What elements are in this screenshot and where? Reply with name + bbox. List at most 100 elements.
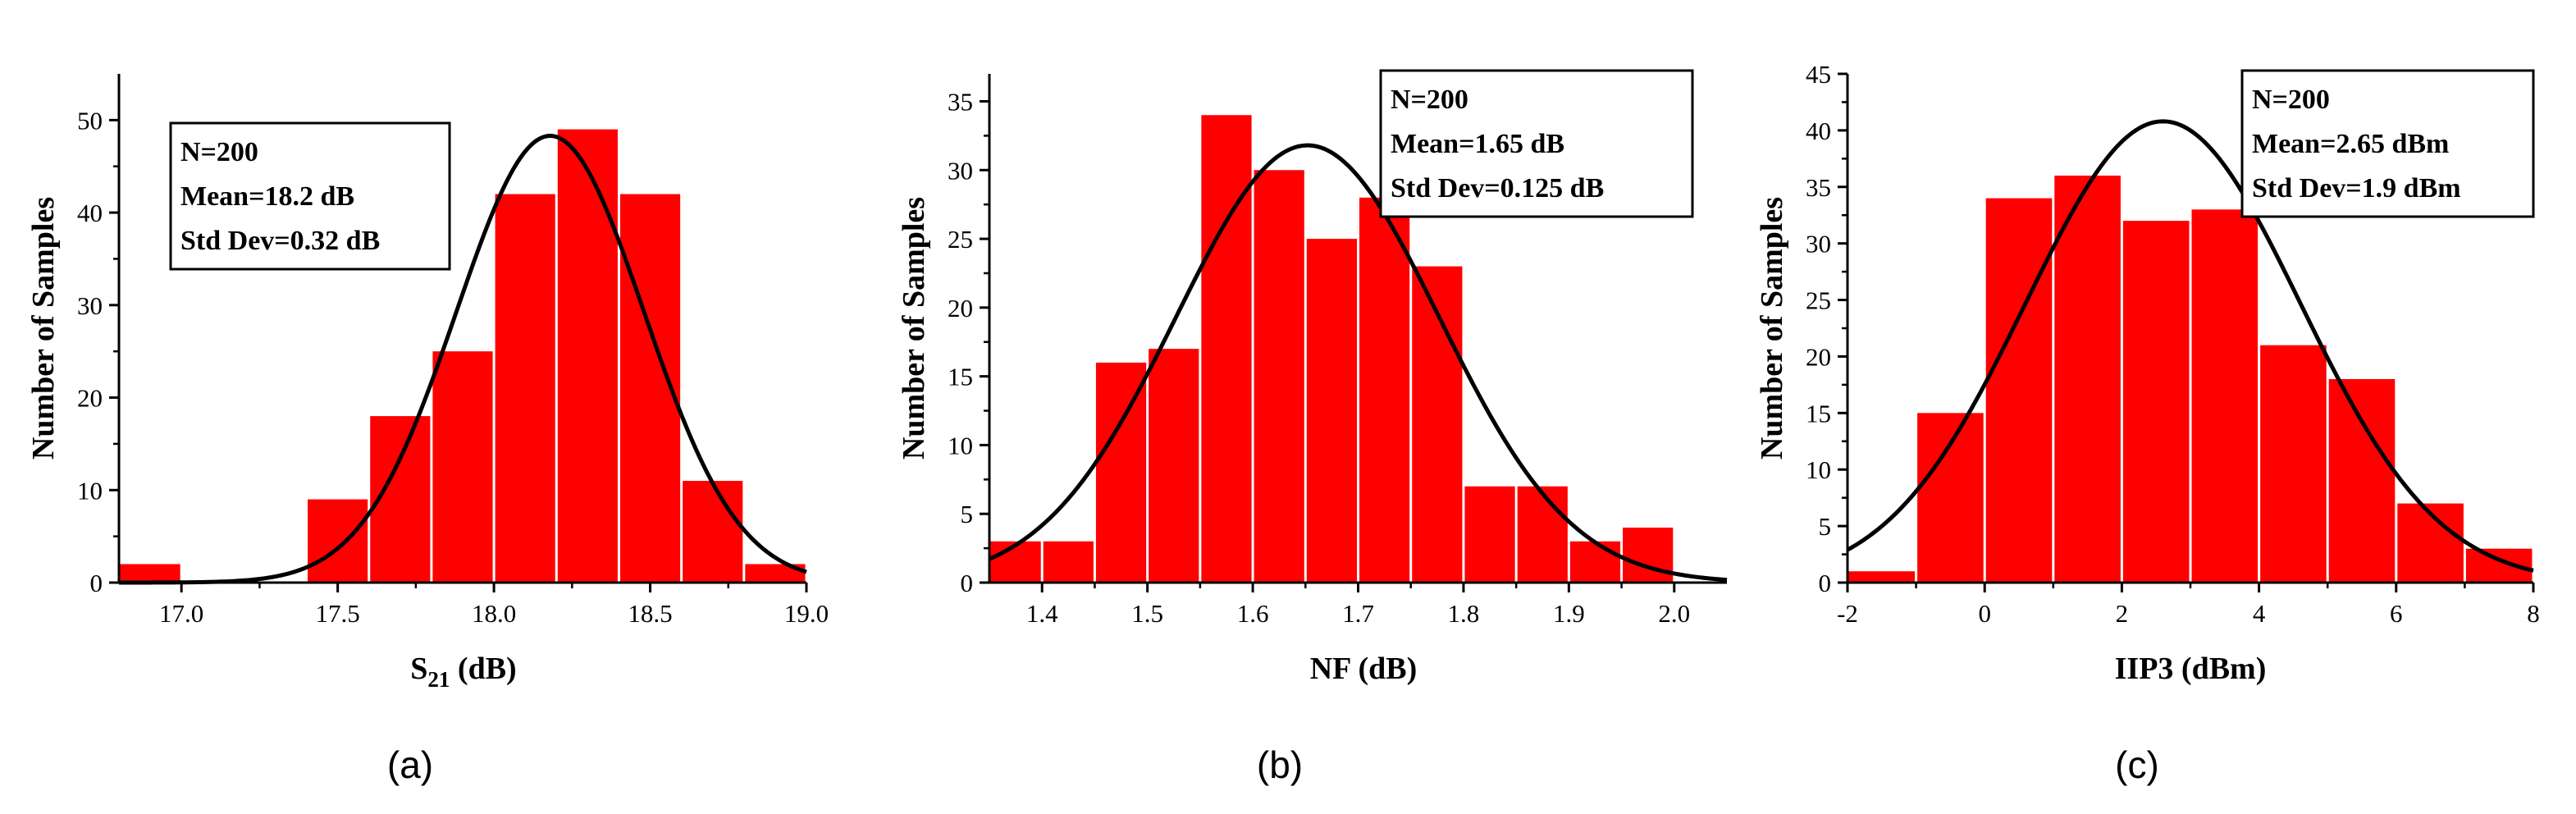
y-tick-label: 20 [948, 294, 973, 322]
y-tick-label: 30 [948, 156, 973, 185]
histogram-bar [120, 564, 180, 583]
histogram-bar [2191, 209, 2259, 583]
histogram-bar [432, 351, 493, 583]
normal-fit-curve [1846, 119, 2534, 573]
y-tick-label: 45 [1806, 60, 1831, 89]
y-tick-label: 15 [948, 363, 973, 391]
stats-annotation-line: Std Dev=0.32 dB [180, 226, 380, 256]
histogram-bar [1569, 541, 1621, 583]
x-tick-label: 1.6 [1237, 599, 1269, 628]
histogram-bar [2260, 345, 2327, 583]
y-tick-label: 50 [77, 106, 103, 135]
x-tick-label: 19.0 [784, 599, 829, 628]
histogram-bar [495, 194, 555, 583]
y-tick-label: 10 [948, 431, 973, 460]
x-tick-label: 2.0 [1658, 599, 1690, 628]
y-axis-label: Number of Samples [26, 197, 61, 460]
y-tick-label: 5 [961, 500, 974, 528]
y-tick-label: 20 [77, 384, 103, 413]
x-tick-label: 1.4 [1026, 599, 1058, 628]
x-axis-label: IIP3 (dBm) [2115, 652, 2267, 686]
x-tick-label: 17.5 [316, 599, 360, 628]
panel-caption: (a) [387, 743, 433, 786]
x-axis-label-main: S [410, 652, 427, 686]
x-tick-label: 6 [2390, 599, 2403, 628]
y-tick-label: 25 [1806, 286, 1831, 315]
x-tick-label: 17.0 [159, 599, 203, 628]
y-tick-label: 35 [1806, 173, 1831, 202]
y-tick-label: 0 [1819, 569, 1832, 597]
y-tick-label: 35 [948, 88, 973, 117]
histogram-bar [1517, 486, 1568, 583]
stats-annotation-line: Mean=18.2 dB [180, 181, 354, 212]
x-axis-label: S21 (dB) [410, 652, 516, 692]
y-tick-label: 40 [1806, 117, 1831, 145]
x-tick-label: 1.8 [1448, 599, 1480, 628]
x-tick-label: 1.9 [1553, 599, 1585, 628]
y-tick-label: 5 [1819, 512, 1832, 541]
panel-caption: (c) [2115, 743, 2159, 786]
x-tick-label: 18.5 [628, 599, 672, 628]
stats-annotation-box [1379, 69, 1694, 218]
histogram-bar [990, 541, 1041, 583]
x-tick-label: 0 [1978, 599, 1991, 628]
histogram-bar [2122, 221, 2190, 583]
x-axis-label-main: IIP3 (dBm) [2115, 652, 2267, 686]
stats-annotation-line: Mean=1.65 dB [1391, 129, 1564, 159]
y-tick-label: 0 [961, 569, 974, 597]
histogram-bar [1095, 362, 1147, 583]
y-tick-label: 10 [1806, 455, 1831, 484]
stats-annotation-line: Std Dev=0.125 dB [1391, 173, 1604, 204]
x-tick-label: 1.7 [1342, 599, 1374, 628]
x-tick-label: 18.0 [472, 599, 516, 628]
stats-annotation-line: Mean=2.65 dBm [2252, 129, 2449, 159]
stats-annotation-box [169, 121, 451, 271]
normal-fit-curve [118, 134, 807, 585]
histogram-bar [1985, 198, 2053, 583]
stats-annotation-line: N=200 [2252, 85, 2330, 115]
y-tick-label: 15 [1806, 399, 1831, 428]
histogram-bar [1412, 266, 1463, 583]
x-axis-label-main: NF (dB) [1310, 652, 1418, 686]
histogram-bar [745, 564, 806, 583]
x-tick-label: 8 [2527, 599, 2540, 628]
x-tick-label: 1.5 [1131, 599, 1163, 628]
x-axis-label-unit: (dB) [450, 652, 516, 686]
chart-panel-1: 17.0 17.5 18.0 18.5 19.0 0 10 20 30 40 50 Number of… [26, 74, 829, 786]
histogram-bar [557, 129, 618, 583]
panel-caption: (b) [1257, 743, 1303, 786]
histogram-bar [1359, 197, 1410, 583]
x-axis-label-subscript: 21 [427, 667, 450, 692]
y-tick-label: 20 [1806, 342, 1831, 371]
stats-annotation-line: N=200 [180, 137, 258, 167]
normal-fit-curve [988, 143, 1728, 583]
y-tick-label: 0 [90, 569, 103, 597]
histogram-bar [1848, 571, 1916, 583]
stats-annotation-line: Std Dev=1.9 dBm [2252, 173, 2461, 204]
y-tick-label: 40 [77, 199, 103, 227]
histogram-bar [2397, 503, 2464, 583]
histogram-bar [2328, 379, 2396, 583]
y-axis-label: Number of Samples [1755, 197, 1789, 460]
x-tick-label: 4 [2253, 599, 2266, 628]
stats-annotation-line: N=200 [1391, 85, 1468, 115]
y-tick-label: 10 [77, 476, 103, 505]
histogram-bar [1201, 115, 1252, 583]
histogram-bar [2054, 176, 2121, 583]
y-axis-label: Number of Samples [897, 197, 931, 460]
chart-panel-2: 1.4 1.5 1.6 1.7 1.8 1.9 2.0 0 5 10 15 20 25 30 35 Numbe… [897, 69, 1728, 786]
y-tick-label: 30 [1806, 230, 1831, 258]
histogram-bar [1917, 413, 1984, 583]
y-tick-label: 30 [77, 291, 103, 320]
histogram-bar [1464, 486, 1515, 583]
histogram-bar [1149, 349, 1199, 583]
stats-annotation-box [2240, 69, 2535, 218]
histogram-bar [683, 481, 743, 583]
histogram-bar [1623, 527, 1674, 583]
histogram-bar [1254, 170, 1304, 583]
histogram-bar [308, 499, 368, 583]
histogram-bar [1043, 541, 1094, 583]
x-tick-label: -2 [1837, 599, 1858, 628]
